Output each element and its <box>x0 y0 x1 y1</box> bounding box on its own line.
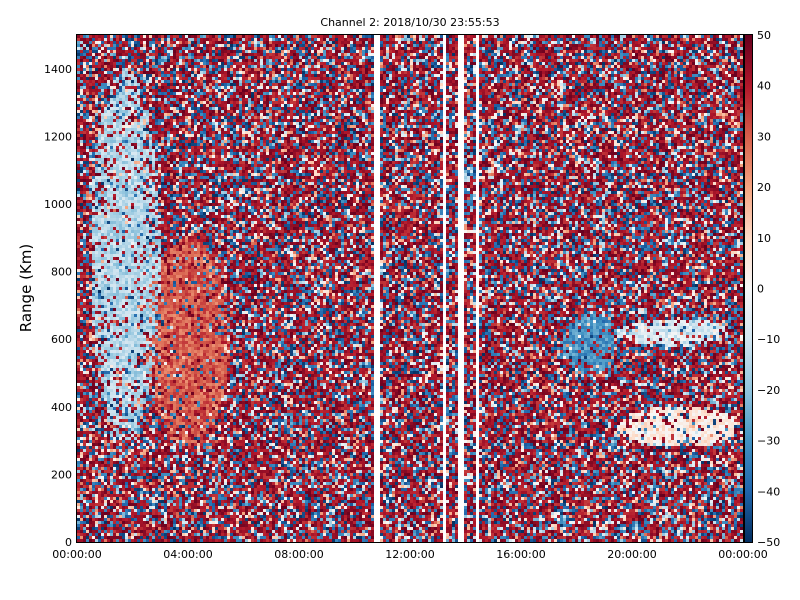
x-tick-label: 00:00:00 <box>718 548 767 561</box>
x-tick-label: 20:00:00 <box>607 548 656 561</box>
y-tick-label: 400 <box>51 401 72 414</box>
colorbar-tick-label: 40 <box>757 80 771 93</box>
y-tick-label: 600 <box>51 333 72 346</box>
plot-frame <box>76 34 744 543</box>
x-tick-label: 04:00:00 <box>163 548 212 561</box>
x-tick-label: 08:00:00 <box>274 548 323 561</box>
colorbar-tick-label: 20 <box>757 181 771 194</box>
colorbar-frame <box>744 34 753 543</box>
y-tick-label: 200 <box>51 468 72 481</box>
colorbar-tick-label: −20 <box>757 384 780 397</box>
x-axis-ticks: 00:00:00 04:00:00 08:00:00 12:00:00 16:00:00… <box>52 35 768 561</box>
colorbar-tick-label: −40 <box>757 485 780 498</box>
colorbar-tick-label: 0 <box>757 283 764 296</box>
colorbar-tick-label: 50 <box>757 29 771 42</box>
x-tick-label: 12:00:00 <box>385 548 434 561</box>
y-tick-label: 0 <box>65 536 72 549</box>
x-tick-label: 00:00:00 <box>52 548 101 561</box>
colorbar-ticks: 50 40 30 20 10 0 −10 −20 −30 −40 −50 <box>749 29 780 549</box>
colorbar <box>745 35 752 542</box>
y-axis-label: Range (Km) <box>17 244 35 332</box>
y-tick-label: 800 <box>51 266 72 279</box>
x-tick-label: 16:00:00 <box>496 548 545 561</box>
colorbar-tick-label: −10 <box>757 333 780 346</box>
colorbar-tick-label: −50 <box>757 536 780 549</box>
colorbar-tick-label: 10 <box>757 232 771 245</box>
y-tick-label: 1400 <box>44 63 72 76</box>
colorbar-tick-label: −30 <box>757 435 780 448</box>
y-tick-label: 1000 <box>44 198 72 211</box>
heatmap-plot-area <box>77 35 743 542</box>
chart-title: Channel 2: 2018/10/30 23:55:53 <box>320 16 499 29</box>
colorbar-tick-label: 30 <box>757 130 771 143</box>
y-tick-label: 1200 <box>44 130 72 143</box>
y-axis-ticks: 0 200 400 600 800 1000 1200 1400 <box>44 63 743 549</box>
